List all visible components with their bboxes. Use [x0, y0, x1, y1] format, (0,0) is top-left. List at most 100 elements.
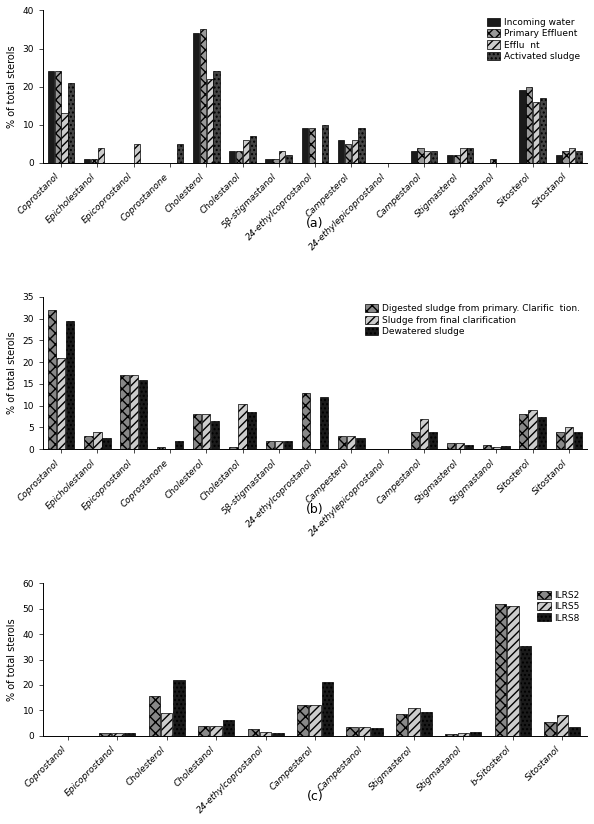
- Bar: [418, 147, 424, 162]
- Bar: [410, 432, 419, 449]
- Bar: [302, 129, 308, 162]
- Bar: [173, 680, 185, 736]
- Bar: [540, 98, 546, 162]
- Bar: [446, 734, 457, 736]
- Bar: [112, 733, 123, 736]
- Bar: [210, 725, 222, 736]
- Bar: [223, 720, 234, 736]
- Bar: [134, 143, 140, 162]
- Bar: [529, 410, 537, 449]
- Bar: [93, 432, 102, 449]
- Bar: [279, 152, 285, 162]
- Bar: [157, 447, 165, 449]
- Bar: [576, 152, 582, 162]
- Bar: [507, 606, 519, 736]
- Bar: [346, 727, 358, 736]
- Bar: [266, 159, 271, 162]
- Bar: [421, 712, 432, 736]
- Bar: [207, 79, 213, 162]
- Bar: [563, 152, 568, 162]
- Bar: [574, 432, 582, 449]
- Bar: [519, 414, 527, 449]
- Bar: [161, 713, 172, 736]
- Bar: [138, 380, 147, 449]
- Bar: [338, 140, 345, 162]
- Bar: [320, 397, 328, 449]
- Bar: [490, 159, 496, 162]
- Bar: [352, 140, 358, 162]
- Bar: [447, 155, 453, 162]
- Bar: [266, 441, 274, 449]
- Y-axis label: % of total sterols: % of total sterols: [7, 332, 17, 414]
- Bar: [121, 375, 129, 449]
- Bar: [408, 708, 419, 736]
- Bar: [467, 147, 473, 162]
- Bar: [236, 152, 242, 162]
- Text: (c): (c): [307, 789, 323, 803]
- Bar: [272, 159, 279, 162]
- Bar: [129, 375, 138, 449]
- Bar: [359, 727, 370, 736]
- Bar: [272, 733, 284, 736]
- Bar: [420, 419, 428, 449]
- Bar: [177, 143, 184, 162]
- Bar: [557, 715, 568, 736]
- Bar: [322, 124, 328, 162]
- Bar: [569, 147, 576, 162]
- Bar: [68, 82, 74, 162]
- Bar: [458, 733, 469, 736]
- Bar: [260, 732, 271, 736]
- Bar: [175, 441, 183, 449]
- Bar: [520, 645, 531, 736]
- Bar: [309, 705, 321, 736]
- Bar: [347, 436, 355, 449]
- Bar: [102, 438, 110, 449]
- Bar: [495, 604, 506, 736]
- Bar: [148, 696, 160, 736]
- Bar: [211, 421, 219, 449]
- Bar: [193, 33, 199, 162]
- Bar: [238, 404, 247, 449]
- Bar: [202, 414, 210, 449]
- Bar: [424, 152, 431, 162]
- Bar: [84, 436, 93, 449]
- Bar: [48, 310, 56, 449]
- Bar: [302, 393, 310, 449]
- Bar: [308, 129, 315, 162]
- Bar: [198, 725, 210, 736]
- Bar: [229, 447, 238, 449]
- Y-axis label: % of total sterols: % of total sterols: [7, 45, 17, 128]
- Bar: [200, 30, 206, 162]
- Bar: [57, 358, 65, 449]
- Text: (b): (b): [307, 503, 324, 516]
- Bar: [555, 432, 564, 449]
- Bar: [297, 705, 308, 736]
- Bar: [538, 417, 546, 449]
- Bar: [465, 445, 473, 449]
- Bar: [470, 732, 482, 736]
- Bar: [447, 442, 455, 449]
- Y-axis label: % of total sterols: % of total sterols: [7, 618, 17, 701]
- Bar: [356, 438, 365, 449]
- Bar: [345, 143, 351, 162]
- Bar: [460, 147, 467, 162]
- Bar: [284, 441, 292, 449]
- Bar: [213, 72, 220, 162]
- Bar: [519, 91, 526, 162]
- Bar: [371, 728, 383, 736]
- Legend: Incoming water, Primary Effluent, Efflu  nt, Activated sludge: Incoming water, Primary Effluent, Efflu …: [484, 15, 583, 63]
- Bar: [61, 113, 68, 162]
- Bar: [492, 447, 501, 449]
- Bar: [410, 152, 417, 162]
- Bar: [358, 129, 365, 162]
- Bar: [454, 155, 460, 162]
- Bar: [544, 722, 555, 736]
- Bar: [243, 140, 249, 162]
- Bar: [55, 72, 61, 162]
- Bar: [456, 442, 465, 449]
- Bar: [274, 441, 283, 449]
- Bar: [396, 714, 407, 736]
- Legend: ILRS2, ILRS5, ILRS8: ILRS2, ILRS5, ILRS8: [535, 588, 583, 625]
- Bar: [526, 87, 532, 162]
- Bar: [322, 682, 333, 736]
